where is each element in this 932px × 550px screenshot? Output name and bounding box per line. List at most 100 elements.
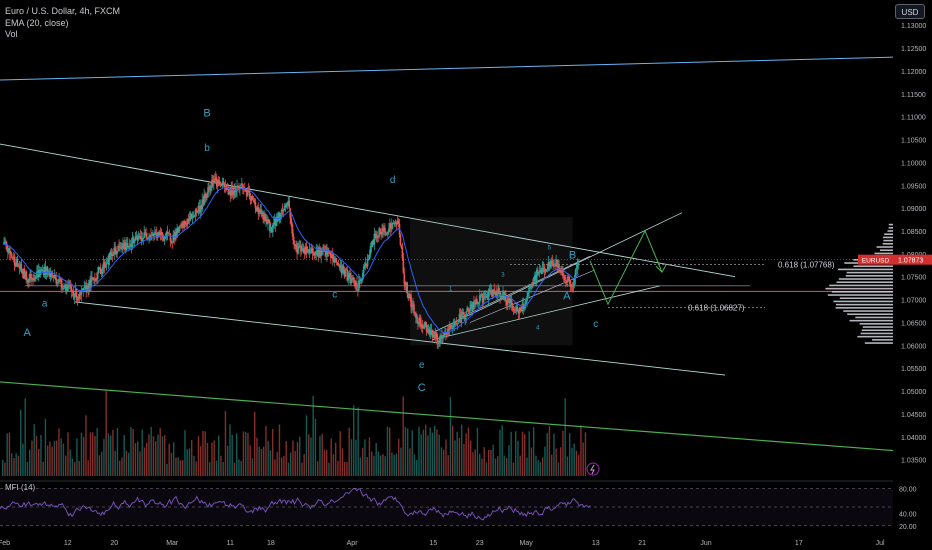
- volume-bar: [4, 462, 6, 476]
- profile-bar: [857, 335, 893, 338]
- candle-body: [130, 244, 133, 247]
- volume-bar: [501, 425, 503, 476]
- inner-channel-1: [459, 255, 591, 319]
- candle-body: [275, 216, 278, 226]
- candle-body: [71, 291, 74, 293]
- candle-body: [179, 225, 181, 227]
- candle-body: [272, 222, 275, 226]
- volume-bar: [71, 458, 74, 476]
- candle-body: [309, 252, 312, 253]
- candle-body: [415, 314, 417, 319]
- candle-body: [32, 278, 34, 280]
- currency-button[interactable]: USD: [895, 4, 925, 19]
- candle-body: [264, 214, 266, 222]
- candle-body: [262, 212, 264, 220]
- candle-body: [317, 250, 320, 257]
- candle-body: [96, 272, 99, 279]
- candle-body: [17, 264, 20, 267]
- candle-body: [436, 333, 438, 345]
- candle-body: [378, 228, 380, 237]
- candle-body: [142, 237, 145, 239]
- candle-body: [191, 217, 194, 219]
- candle-body: [110, 252, 113, 254]
- upper-trendline: [0, 56, 894, 81]
- lightning-icon: [586, 462, 600, 476]
- candle-body: [204, 194, 206, 199]
- candle-body: [211, 180, 213, 187]
- volume-legend[interactable]: Vol: [5, 29, 18, 39]
- candle-body: [456, 323, 459, 325]
- volume-bar: [193, 455, 195, 476]
- candle-body: [438, 340, 440, 343]
- candle-body: [95, 278, 97, 281]
- volume-bar: [362, 447, 364, 476]
- volume-bar: [447, 455, 449, 476]
- candle-body: [347, 274, 350, 281]
- candle-body: [231, 187, 233, 195]
- volume-bar: [557, 462, 560, 476]
- candle-body: [107, 255, 110, 265]
- candle-body: [391, 222, 394, 225]
- candle-body: [249, 197, 252, 201]
- candle-body: [536, 269, 539, 274]
- candle-body: [49, 273, 52, 278]
- volume-bar: [240, 461, 242, 476]
- volume-bar: [188, 448, 191, 476]
- volume-bar: [431, 432, 434, 476]
- candle-body: [265, 219, 267, 222]
- volume-bar: [510, 431, 512, 476]
- volume-bar: [251, 458, 254, 476]
- candle-body: [168, 233, 171, 235]
- candle-body: [233, 186, 235, 196]
- candle-body: [186, 218, 189, 225]
- price-tick-label: 1.09500: [901, 183, 926, 190]
- profile-bar: [855, 316, 893, 319]
- volume-bar: [339, 431, 341, 476]
- symbol-title[interactable]: Euro / U.S. Dollar, 4h, FXCM: [5, 6, 121, 16]
- price-tick-label: 1.06000: [901, 343, 926, 350]
- candle-body: [280, 209, 283, 214]
- wave-label: A: [563, 291, 571, 303]
- candle-body: [238, 187, 240, 190]
- candle-body: [61, 284, 63, 289]
- candle-body: [388, 228, 390, 232]
- candle-body: [417, 317, 419, 324]
- price-tick-label: 1.12000: [901, 69, 926, 76]
- candle-body: [148, 236, 150, 239]
- volume-bar: [321, 433, 323, 476]
- wedge-lower-line: [74, 301, 726, 376]
- candle-body: [492, 289, 495, 296]
- volume-bar: [551, 454, 553, 476]
- volume-bar: [497, 456, 499, 476]
- ema-legend[interactable]: EMA (20, close): [5, 18, 69, 28]
- candle-body: [244, 189, 247, 192]
- candle-body: [474, 302, 476, 305]
- volume-bar: [258, 446, 260, 476]
- volume-bar: [105, 389, 107, 476]
- candle-body: [318, 247, 321, 257]
- profile-bar: [838, 278, 893, 280]
- candle-body: [253, 199, 256, 202]
- candle-body: [132, 237, 135, 243]
- volume-bar: [371, 451, 373, 476]
- candle-body: [79, 293, 82, 295]
- wedge-upper-line: [0, 143, 736, 278]
- candle-body: [48, 271, 51, 278]
- candle-body: [284, 206, 287, 208]
- candle-body: [418, 323, 420, 325]
- candle-body: [109, 252, 112, 260]
- candle-body: [125, 245, 127, 251]
- profile-bar: [846, 271, 893, 274]
- candle-body: [116, 251, 118, 255]
- candle-body: [257, 207, 260, 214]
- candle-body: [354, 280, 356, 287]
- candle-body: [427, 328, 430, 333]
- candle-body: [386, 233, 388, 235]
- profile-bar: [884, 233, 893, 235]
- candle-body: [100, 270, 103, 275]
- candle-body: [510, 298, 513, 306]
- volume-bar: [272, 428, 274, 476]
- volume-bar: [98, 455, 101, 476]
- candle-body: [213, 179, 215, 184]
